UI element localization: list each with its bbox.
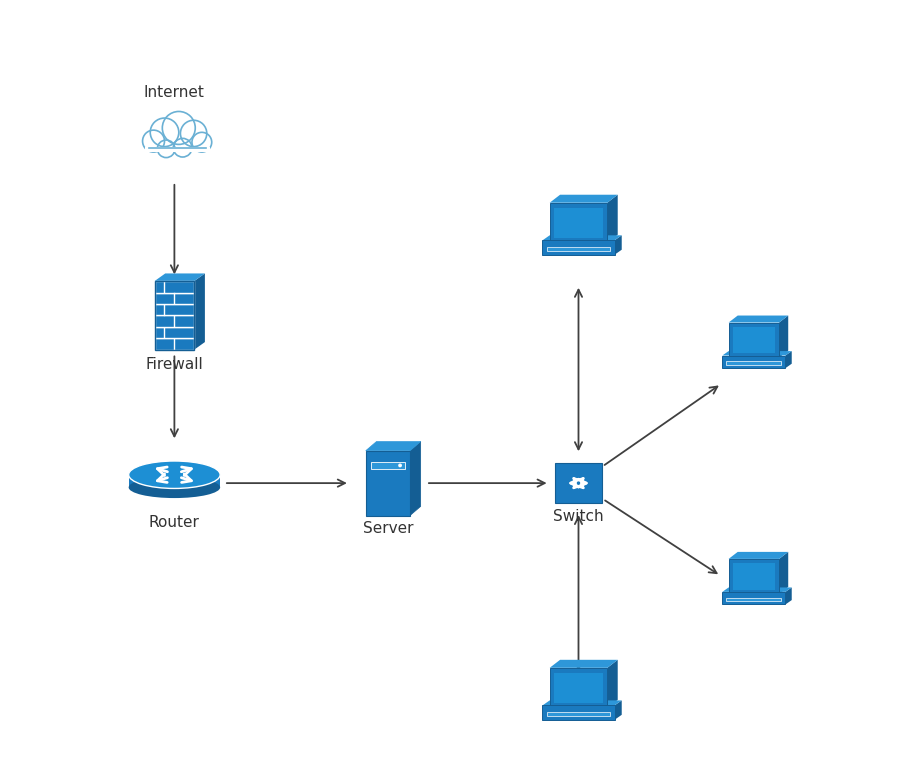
Polygon shape [779, 316, 788, 358]
Polygon shape [542, 700, 622, 706]
Polygon shape [550, 660, 618, 668]
Polygon shape [607, 660, 618, 708]
Polygon shape [722, 588, 792, 592]
FancyBboxPatch shape [722, 356, 785, 368]
Circle shape [157, 140, 175, 157]
FancyBboxPatch shape [154, 316, 194, 327]
FancyBboxPatch shape [554, 673, 603, 703]
Polygon shape [410, 442, 421, 515]
Polygon shape [542, 235, 622, 240]
Circle shape [181, 121, 206, 147]
FancyBboxPatch shape [542, 706, 614, 720]
FancyBboxPatch shape [733, 326, 775, 353]
FancyBboxPatch shape [547, 712, 610, 717]
Circle shape [142, 130, 164, 152]
Text: Server: Server [362, 521, 413, 536]
FancyBboxPatch shape [550, 203, 607, 243]
Ellipse shape [129, 477, 220, 498]
Text: Internet: Internet [144, 85, 205, 101]
FancyBboxPatch shape [154, 293, 194, 304]
FancyBboxPatch shape [727, 598, 782, 601]
Polygon shape [729, 552, 788, 559]
Circle shape [398, 464, 402, 468]
FancyBboxPatch shape [154, 281, 194, 293]
FancyBboxPatch shape [727, 362, 782, 365]
Polygon shape [607, 195, 618, 243]
FancyBboxPatch shape [729, 559, 779, 594]
Polygon shape [614, 235, 622, 255]
Polygon shape [785, 588, 792, 604]
FancyBboxPatch shape [554, 207, 603, 238]
Text: Router: Router [149, 515, 200, 530]
Polygon shape [194, 273, 205, 349]
Polygon shape [785, 351, 792, 368]
Text: Firewall: Firewall [145, 357, 204, 372]
Ellipse shape [129, 461, 220, 488]
FancyBboxPatch shape [555, 463, 603, 503]
FancyBboxPatch shape [733, 563, 775, 590]
Polygon shape [550, 195, 618, 203]
FancyBboxPatch shape [722, 592, 785, 604]
Circle shape [192, 132, 212, 152]
FancyBboxPatch shape [547, 247, 610, 251]
FancyBboxPatch shape [371, 462, 404, 468]
FancyBboxPatch shape [154, 304, 194, 316]
FancyBboxPatch shape [550, 668, 607, 708]
Polygon shape [366, 442, 421, 451]
Bar [145, 144, 210, 152]
FancyBboxPatch shape [154, 338, 194, 349]
Polygon shape [729, 316, 788, 323]
Circle shape [173, 138, 192, 157]
FancyBboxPatch shape [129, 472, 220, 488]
Polygon shape [779, 552, 788, 594]
Bar [145, 147, 210, 152]
FancyBboxPatch shape [729, 323, 779, 358]
Circle shape [163, 111, 195, 144]
Circle shape [151, 118, 179, 147]
FancyBboxPatch shape [366, 451, 410, 515]
Text: Switch: Switch [553, 509, 603, 525]
Polygon shape [722, 351, 792, 356]
Polygon shape [614, 700, 622, 720]
FancyBboxPatch shape [154, 327, 194, 338]
FancyBboxPatch shape [542, 240, 614, 255]
Polygon shape [154, 273, 205, 281]
